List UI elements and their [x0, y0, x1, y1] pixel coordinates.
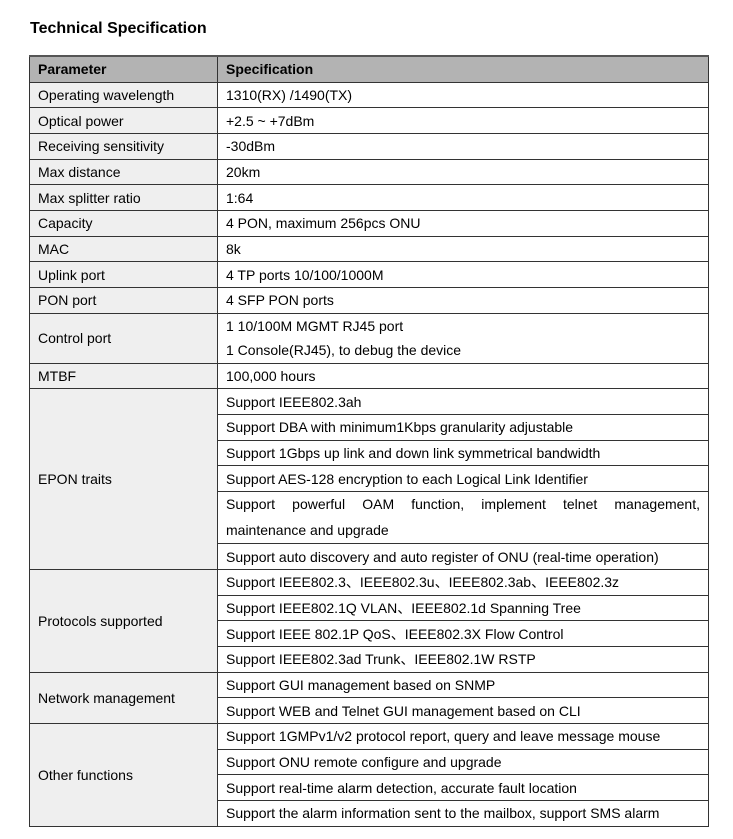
- parameter-cell: Operating wavelength: [29, 81, 218, 109]
- table-row: Receiving sensitivity -30dBm: [29, 132, 709, 160]
- specification-cell: Support ONU remote configure and upgrade: [217, 748, 709, 776]
- table-row: Support DBA with minimum1Kbps granularit…: [30, 414, 709, 441]
- table-row: Support IEEE802.3ad Trunk、IEEE802.1W RST…: [30, 646, 709, 673]
- specification-cell: Support the alarm information sent to th…: [217, 800, 709, 827]
- table-row: Other functions Support 1GMPv1/v2 protoco…: [29, 723, 709, 827]
- parameter-cell: EPON traits: [29, 388, 218, 571]
- parameter-cell: Control port: [29, 312, 218, 364]
- specification-cell: Support IEEE802.3ad Trunk、IEEE802.1W RST…: [217, 646, 709, 673]
- specification-cell: Support IEEE802.1Q VLAN、IEEE802.1d Spann…: [217, 594, 709, 622]
- table-row: Max distance 20km: [29, 158, 709, 186]
- table-row: Capacity 4 PON, maximum 256pcs ONU: [29, 209, 709, 237]
- parameter-cell: MAC: [29, 235, 218, 263]
- parameter-cell: Max distance: [29, 158, 218, 186]
- table-row: Control port 1 10/100M MGMT RJ45 port: [29, 312, 709, 364]
- table-row: Support auto discovery and auto register…: [30, 543, 709, 571]
- parameter-cell: Network management: [29, 671, 218, 725]
- parameter-cell: Receiving sensitivity: [29, 132, 218, 160]
- specification-cell: 1310(RX) /1490(TX): [217, 81, 709, 109]
- specification-cell: 4 PON, maximum 256pcs ONU: [217, 209, 709, 237]
- specification-cell: 20km: [217, 158, 709, 186]
- specification-cell: Support real-time alarm detection, accur…: [217, 774, 709, 801]
- specification-cell: 4 SFP PON ports: [217, 286, 709, 314]
- table-row: Protocols supported Support IEEE802.3、IEE…: [29, 569, 709, 673]
- specification-cell: 8k: [217, 235, 709, 263]
- table-row: Optical power +2.5 ~ +7dBm: [29, 107, 709, 134]
- table-row: Uplink port 4 TP ports 10/100/1000M: [29, 261, 709, 288]
- parameter-cell: Uplink port: [29, 261, 218, 288]
- specification-cell: 100,000 hours: [217, 362, 709, 390]
- table-row: MAC 8k: [29, 235, 709, 263]
- table-row: Support AES-128 encryption to each Logic…: [30, 465, 709, 493]
- parameter-cell: Max splitter ratio: [29, 184, 218, 211]
- specification-cell: Support auto discovery and auto register…: [217, 543, 709, 571]
- specification-cell: 1:64: [217, 184, 709, 211]
- specification-cell: -30dBm: [217, 132, 709, 160]
- specification-cell: Support 1GMPv1/v2 protocol report, query…: [217, 723, 709, 750]
- spec-table: Parameter Specification Operating wavele…: [29, 54, 709, 827]
- specification-cell: Support IEEE802.3、IEEE802.3u、IEEE802.3ab…: [217, 569, 709, 596]
- header-parameter: Parameter: [29, 54, 218, 83]
- specification-cell: Support IEEE802.3ah: [217, 388, 709, 416]
- table-row: MTBF 100,000 hours: [29, 362, 709, 390]
- table-row: Operating wavelength 1310(RX) /1490(TX): [29, 81, 709, 109]
- table-row: Network management Support GUI management…: [29, 671, 709, 725]
- parameter-cell: MTBF: [29, 362, 218, 390]
- specification-cell: 1 Console(RJ45), to debug the device: [217, 338, 709, 364]
- parameter-cell: PON port: [29, 286, 218, 314]
- specification-cell: Support 1Gbps up link and down link symm…: [217, 439, 709, 467]
- table-row: Support ONU remote configure and upgrade: [30, 748, 709, 776]
- specification-cell: Support AES-128 encryption to each Logic…: [217, 465, 709, 493]
- table-row: Max splitter ratio 1:64: [29, 184, 709, 211]
- table-header-row: Parameter Specification: [29, 54, 709, 83]
- specification-cell: 1 10/100M MGMT RJ45 port: [217, 312, 709, 339]
- table-row: Support IEEE 802.1P QoS、IEEE802.3X Flow …: [30, 620, 709, 648]
- parameter-cell: Other functions: [29, 723, 218, 827]
- table-row: Support IEEE802.1Q VLAN、IEEE802.1d Spann…: [30, 594, 709, 622]
- specification-cell: Support GUI management based on SNMP: [217, 671, 709, 699]
- parameter-cell: Optical power: [29, 107, 218, 134]
- table-row: EPON traits Support IEEE802.3ah: [29, 388, 709, 571]
- specification-cell: Support WEB and Telnet GUI management ba…: [217, 697, 709, 725]
- specification-cell: +2.5 ~ +7dBm: [217, 107, 709, 134]
- table-row: Support powerful OAM function, implement…: [30, 491, 709, 545]
- specification-cell: 4 TP ports 10/100/1000M: [217, 261, 709, 288]
- specification-cell: Support IEEE 802.1P QoS、IEEE802.3X Flow …: [217, 620, 709, 648]
- table-row: PON port 4 SFP PON ports: [29, 286, 709, 314]
- specification-cell: Support DBA with minimum1Kbps granularit…: [217, 414, 709, 441]
- header-specification: Specification: [217, 54, 709, 83]
- section-title: Technical Specification: [30, 20, 207, 37]
- parameter-cell: Capacity: [29, 209, 218, 237]
- table-row: 1 Console(RJ45), to debug the device: [30, 338, 709, 364]
- specification-cell: Support powerful OAM function, implement…: [217, 491, 709, 545]
- parameter-cell: Protocols supported: [29, 569, 218, 673]
- table-row: Support the alarm information sent to th…: [30, 800, 709, 827]
